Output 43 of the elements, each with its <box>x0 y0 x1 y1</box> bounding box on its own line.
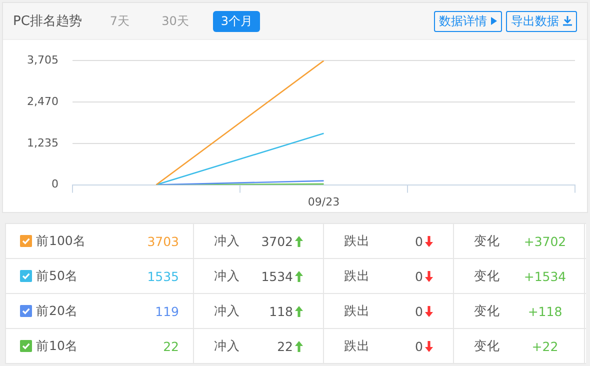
text: 1535 <box>147 268 179 284</box>
y-tick-label: 1,235 <box>26 136 58 150</box>
text: +1534 <box>522 268 568 284</box>
legend-label: 前100名 <box>36 232 86 250</box>
text: 跌出 <box>344 302 370 320</box>
y-tick-label: 2,470 <box>26 94 58 108</box>
text: 0 <box>414 338 423 354</box>
text: 冲入 <box>214 232 240 250</box>
y-tick-label: 3,705 <box>26 53 58 66</box>
text: 0 <box>414 234 423 248</box>
text: 118 <box>268 304 293 318</box>
text: 变化 <box>474 338 500 354</box>
legend-label: 前20名 <box>36 302 78 320</box>
text: +118 <box>526 304 564 318</box>
text: 跌出 <box>344 232 370 250</box>
text: 变化 <box>474 232 500 250</box>
text: 1534 <box>260 268 293 284</box>
legend-label: 前10名 <box>36 338 78 354</box>
text: 3个月 <box>212 10 260 32</box>
text: 跌出 <box>344 268 370 284</box>
text: 冲入 <box>214 268 240 284</box>
text: 变化 <box>474 302 500 320</box>
text: 0 <box>414 268 423 284</box>
text: 22 <box>276 338 293 354</box>
text: 0 <box>414 304 423 318</box>
text: 22 <box>163 338 179 354</box>
text: 数据详情 <box>434 10 502 32</box>
text: 7天 <box>108 12 131 30</box>
text: 导出数据 <box>506 10 577 32</box>
text: 3702 <box>260 234 293 248</box>
text: +3702 <box>522 234 568 248</box>
text: +22 <box>530 338 560 354</box>
legend-label: 前50名 <box>36 268 78 284</box>
text: 30天 <box>160 12 190 30</box>
text: 119 <box>155 304 179 318</box>
text: 跌出 <box>344 338 370 354</box>
text: 变化 <box>474 268 500 284</box>
chart-title: PC排名趋势 <box>13 13 82 30</box>
x-tick-label: 09/23 <box>308 195 340 208</box>
text: 冲入 <box>214 338 240 354</box>
y-tick-label: 0 <box>51 178 58 191</box>
text: 3703 <box>147 234 179 248</box>
text: 冲入 <box>214 302 240 320</box>
